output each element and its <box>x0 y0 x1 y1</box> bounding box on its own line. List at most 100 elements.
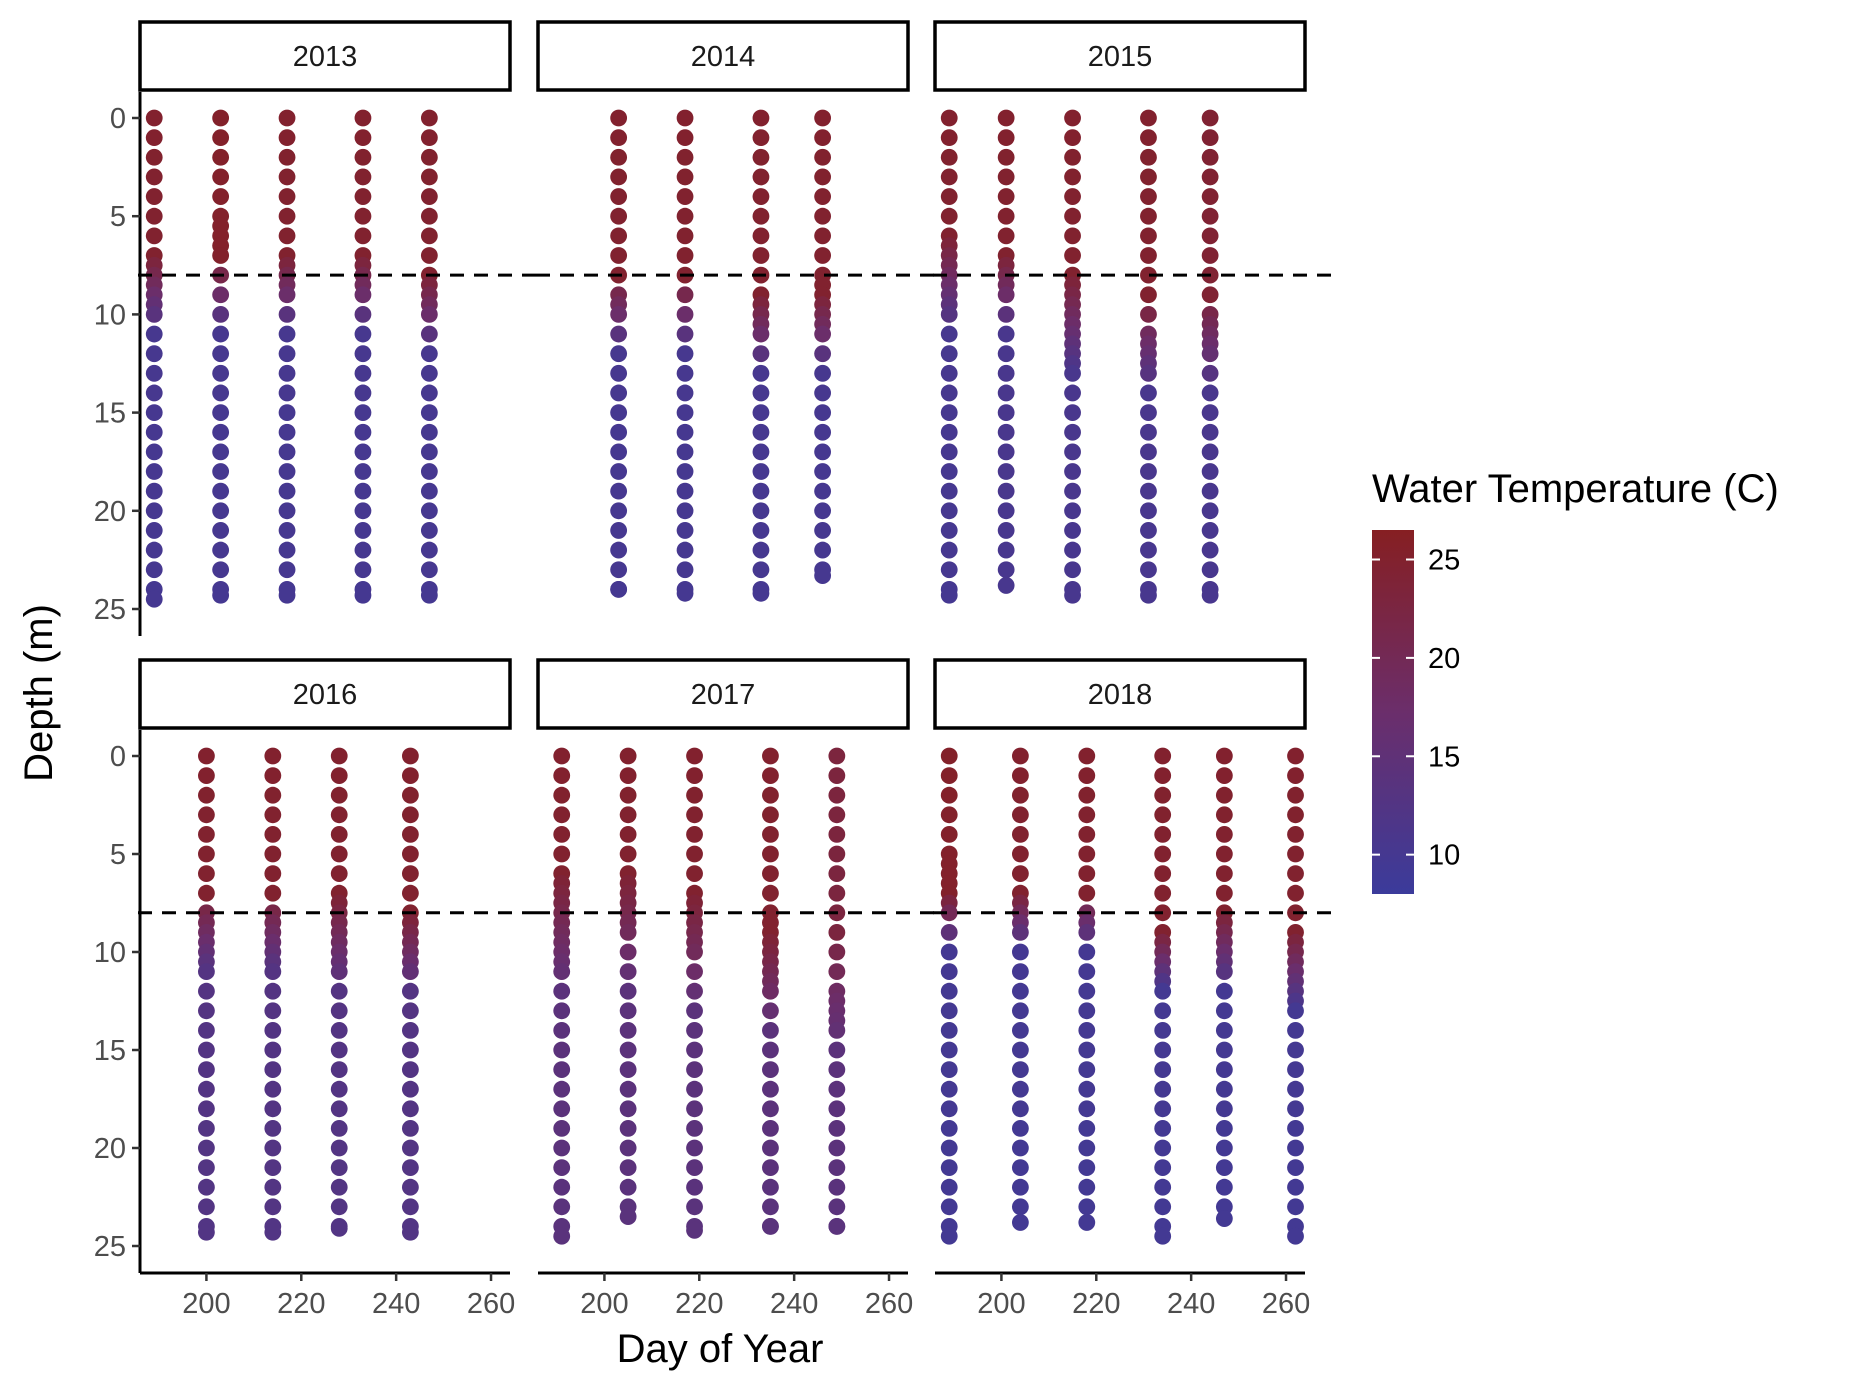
data-point <box>264 826 282 843</box>
data-point <box>401 786 419 804</box>
data-point <box>1140 247 1157 264</box>
data-point <box>997 577 1015 594</box>
data-point <box>330 963 348 980</box>
data-point <box>330 806 348 824</box>
data-point <box>676 188 694 205</box>
data-point <box>420 188 438 205</box>
data-point <box>686 845 703 863</box>
data-point <box>752 384 770 402</box>
data-point <box>686 1221 703 1239</box>
data-point <box>619 1208 637 1225</box>
data-point <box>264 1223 282 1241</box>
data-point <box>828 1139 846 1157</box>
data-point <box>553 1100 571 1118</box>
data-point <box>686 963 703 980</box>
data-point <box>145 148 163 166</box>
data-point <box>676 129 694 147</box>
data-point <box>686 943 703 961</box>
data-point <box>676 286 694 304</box>
facet-strip-2015 <box>933 20 1307 92</box>
data-point <box>212 364 230 382</box>
data-point <box>1078 1002 1096 1020</box>
profile-points <box>553 747 846 1245</box>
data-point <box>997 522 1015 539</box>
data-point <box>145 109 163 127</box>
data-point <box>212 325 230 343</box>
data-point <box>676 109 694 127</box>
data-point <box>828 865 846 882</box>
data-point <box>1064 129 1081 147</box>
data-point <box>940 404 958 421</box>
data-point <box>1215 1198 1233 1216</box>
data-point <box>1201 188 1219 205</box>
y-tick-label: 10 <box>94 299 126 331</box>
facet-strip-2018 <box>933 658 1307 730</box>
data-point <box>401 1159 419 1176</box>
data-point <box>145 561 163 579</box>
data-point <box>1201 423 1219 441</box>
data-point <box>940 1100 958 1118</box>
data-point <box>814 207 832 225</box>
data-point <box>940 586 958 604</box>
data-point <box>1078 982 1096 1000</box>
data-point <box>1201 148 1219 166</box>
data-point <box>1287 1227 1304 1245</box>
data-point <box>198 1022 215 1039</box>
y-tick-label: 15 <box>94 1035 126 1067</box>
data-point <box>212 286 230 304</box>
data-point <box>354 586 372 604</box>
data-point <box>1154 1178 1172 1196</box>
data-point <box>553 806 571 824</box>
data-point <box>676 482 694 500</box>
data-point <box>1078 924 1096 941</box>
data-point <box>330 1080 348 1098</box>
data-point <box>354 463 372 480</box>
data-point <box>1201 463 1219 480</box>
data-point <box>330 1061 348 1078</box>
data-point <box>814 364 832 382</box>
data-point <box>1201 364 1219 382</box>
data-point <box>420 306 438 323</box>
data-point <box>1011 845 1029 863</box>
data-point <box>278 109 296 127</box>
data-point <box>940 1002 958 1020</box>
data-point <box>610 423 628 441</box>
data-point <box>1064 207 1081 225</box>
data-point <box>212 247 230 264</box>
data-point <box>264 1178 282 1196</box>
data-point <box>940 364 958 382</box>
data-point <box>1064 168 1081 186</box>
data-point <box>264 806 282 824</box>
data-point <box>752 345 770 363</box>
data-point <box>676 404 694 421</box>
data-point <box>278 541 296 559</box>
data-point <box>828 786 846 804</box>
data-point <box>676 168 694 186</box>
data-point <box>1287 1100 1304 1118</box>
data-point <box>619 982 637 1000</box>
data-point <box>354 541 372 559</box>
data-point <box>354 227 372 245</box>
data-point <box>1011 924 1029 941</box>
data-point <box>330 982 348 1000</box>
data-point <box>940 541 958 559</box>
data-point <box>212 404 230 421</box>
y-tick-label: 20 <box>94 496 126 528</box>
x-axis-title: Day of Year <box>617 1327 824 1371</box>
data-point <box>1154 1159 1172 1176</box>
data-point <box>610 247 628 264</box>
data-point <box>940 325 958 343</box>
data-point <box>420 482 438 500</box>
legend-tick-label: 15 <box>1428 741 1460 773</box>
data-point <box>278 227 296 245</box>
data-point <box>330 1139 348 1157</box>
data-point <box>752 482 770 500</box>
data-point <box>1078 884 1096 902</box>
data-point <box>762 1041 779 1059</box>
data-point <box>828 806 846 824</box>
data-point <box>1064 463 1081 480</box>
data-point <box>1287 786 1304 804</box>
data-point <box>1287 826 1304 843</box>
data-point <box>619 943 637 961</box>
data-point <box>198 982 215 1000</box>
